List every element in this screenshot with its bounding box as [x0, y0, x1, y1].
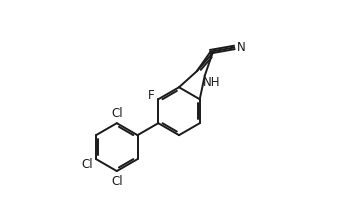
Text: Cl: Cl: [82, 158, 93, 171]
Text: N: N: [237, 41, 246, 54]
Text: NH: NH: [203, 76, 221, 89]
Text: Cl: Cl: [111, 106, 122, 120]
Text: Cl: Cl: [111, 175, 122, 188]
Text: F: F: [148, 89, 154, 102]
